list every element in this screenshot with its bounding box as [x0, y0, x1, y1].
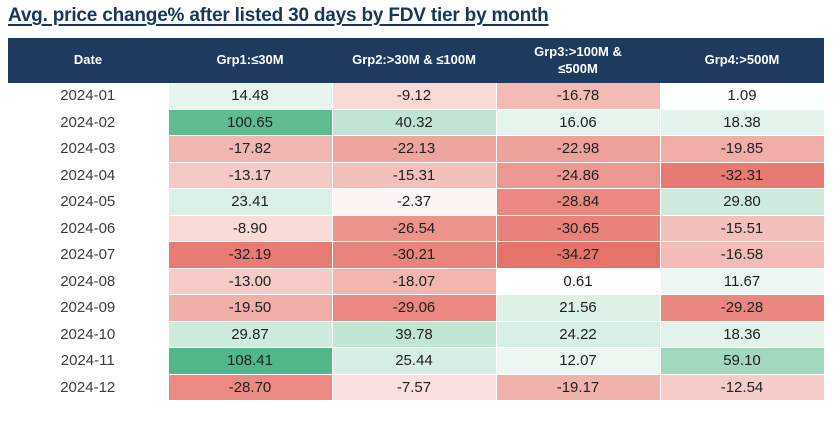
date-cell: 2024-04 — [8, 162, 169, 189]
date-cell: 2024-01 — [8, 83, 169, 110]
heatmap-cell: -13.17 — [168, 162, 333, 189]
heatmap-cell: -30.65 — [496, 215, 661, 242]
date-cell: 2024-11 — [8, 347, 169, 375]
heatmap-cell: -16.58 — [660, 241, 825, 269]
heatmap-cell: -34.27 — [496, 241, 661, 269]
column-header-label: Grp1:≤30M — [216, 52, 284, 68]
heatmap-cell: 40.32 — [332, 109, 497, 136]
column-header-label: Grp2:>30M & ≤100M — [352, 52, 476, 68]
table-row: 2024-07 -32.19 -30.21 -34.27 -16.58 — [8, 241, 825, 269]
heatmap-cell: 18.36 — [660, 321, 825, 348]
date-cell: 2024-08 — [8, 268, 169, 295]
heatmap-cell: 23.41 — [168, 188, 333, 216]
heatmap-cell: 21.56 — [496, 294, 661, 322]
table-row: 2024-06 -8.90 -26.54 -30.65 -15.51 — [8, 215, 825, 242]
table-row: 2024-12 -28.70 -7.57 -19.17 -12.54 — [8, 374, 825, 401]
heatmap-cell: 11.67 — [660, 268, 825, 295]
column-header-grp1: Grp1:≤30M — [168, 38, 332, 83]
column-header-label: Grp4:>500M — [704, 52, 780, 68]
heatmap-cell: -18.07 — [332, 268, 497, 295]
heatmap-cell: 25.44 — [332, 347, 497, 375]
table-row: 2024-08 -13.00 -18.07 0.61 11.67 — [8, 268, 825, 295]
heatmap-cell: -19.50 — [168, 294, 333, 322]
heatmap-cell: -16.78 — [496, 83, 661, 110]
page: Avg. price change% after listed 30 days … — [0, 5, 837, 432]
date-cell: 2024-03 — [8, 135, 169, 163]
table-row: 2024-02 100.65 40.32 16.06 18.38 — [8, 109, 825, 136]
heatmap-cell: -15.51 — [660, 215, 825, 242]
heatmap-cell: -22.13 — [332, 135, 497, 163]
heatmap-cell: -15.31 — [332, 162, 497, 189]
table-row: 2024-09 -19.50 -29.06 21.56 -29.28 — [8, 294, 825, 322]
heatmap-cell: -32.31 — [660, 162, 825, 189]
column-header-grp2: Grp2:>30M & ≤100M — [332, 38, 496, 83]
heatmap-cell: -12.54 — [660, 374, 825, 401]
date-cell: 2024-12 — [8, 374, 169, 401]
heatmap-cell: -28.84 — [496, 188, 661, 216]
column-header-grp3: Grp3:>100M & ≤500M — [496, 38, 660, 83]
heatmap-cell: -28.70 — [168, 374, 333, 401]
heatmap-cell: 18.38 — [660, 109, 825, 136]
table-row: 2024-03 -17.82 -22.13 -22.98 -19.85 — [8, 135, 825, 163]
heatmap-cell: 0.61 — [496, 268, 661, 295]
heatmap-cell: 29.87 — [168, 321, 333, 348]
heatmap-cell: 16.06 — [496, 109, 661, 136]
column-header-grp4: Grp4:>500M — [660, 38, 824, 83]
heatmap-cell: -17.82 — [168, 135, 333, 163]
table-row: 2024-10 29.87 39.78 24.22 18.36 — [8, 321, 825, 348]
table-row: 2024-11 108.41 25.44 12.07 59.10 — [8, 347, 825, 375]
date-cell: 2024-06 — [8, 215, 169, 242]
heatmap-cell: -30.21 — [332, 241, 497, 269]
heatmap-cell: -24.86 — [496, 162, 661, 189]
heatmap-cell: -29.06 — [332, 294, 497, 322]
heatmap-cell: -13.00 — [168, 268, 333, 295]
column-header-label: Date — [73, 52, 103, 68]
heatmap-cell: 39.78 — [332, 321, 497, 348]
heatmap-table: Date Grp1:≤30M Grp2:>30M & ≤100M Grp3:>100M… — [8, 38, 825, 401]
heatmap-cell: 108.41 — [168, 347, 333, 375]
table-row: 2024-05 23.41 -2.37 -28.84 29.80 — [8, 188, 825, 216]
table-row: 2024-01 14.48 -9.12 -16.78 1.09 — [8, 83, 825, 110]
heatmap-cell: 14.48 — [168, 83, 333, 110]
heatmap-cell: -9.12 — [332, 83, 497, 110]
heatmap-cell: 59.10 — [660, 347, 825, 375]
date-cell: 2024-05 — [8, 188, 169, 216]
heatmap-cell: 12.07 — [496, 347, 661, 375]
heatmap-cell: -19.85 — [660, 135, 825, 163]
date-cell: 2024-07 — [8, 241, 169, 269]
date-cell: 2024-09 — [8, 294, 169, 322]
heatmap-cell: -22.98 — [496, 135, 661, 163]
page-title: Avg. price change% after listed 30 days … — [8, 5, 549, 26]
heatmap-cell: -8.90 — [168, 215, 333, 242]
header-row: Date Grp1:≤30M Grp2:>30M & ≤100M Grp3:>100M… — [8, 38, 824, 83]
column-header-label: Grp3:>100M & ≤500M — [534, 43, 622, 76]
table-body: 2024-01 14.48 -9.12 -16.78 1.09 2024-02 100.65… — [8, 83, 825, 401]
column-header-date: Date — [8, 38, 168, 83]
heatmap-cell: 29.80 — [660, 188, 825, 216]
heatmap-cell: -29.28 — [660, 294, 825, 322]
date-cell: 2024-10 — [8, 321, 169, 348]
heatmap-cell: 1.09 — [660, 83, 825, 110]
heatmap-cell: -26.54 — [332, 215, 497, 242]
heatmap-cell: -2.37 — [332, 188, 497, 216]
heatmap-cell: -7.57 — [332, 374, 497, 401]
heatmap-cell: -19.17 — [496, 374, 661, 401]
date-cell: 2024-02 — [8, 109, 169, 136]
table-row: 2024-04 -13.17 -15.31 -24.86 -32.31 — [8, 162, 825, 189]
heatmap-cell: 24.22 — [496, 321, 661, 348]
heatmap-cell: 100.65 — [168, 109, 333, 136]
heatmap-cell: -32.19 — [168, 241, 333, 269]
